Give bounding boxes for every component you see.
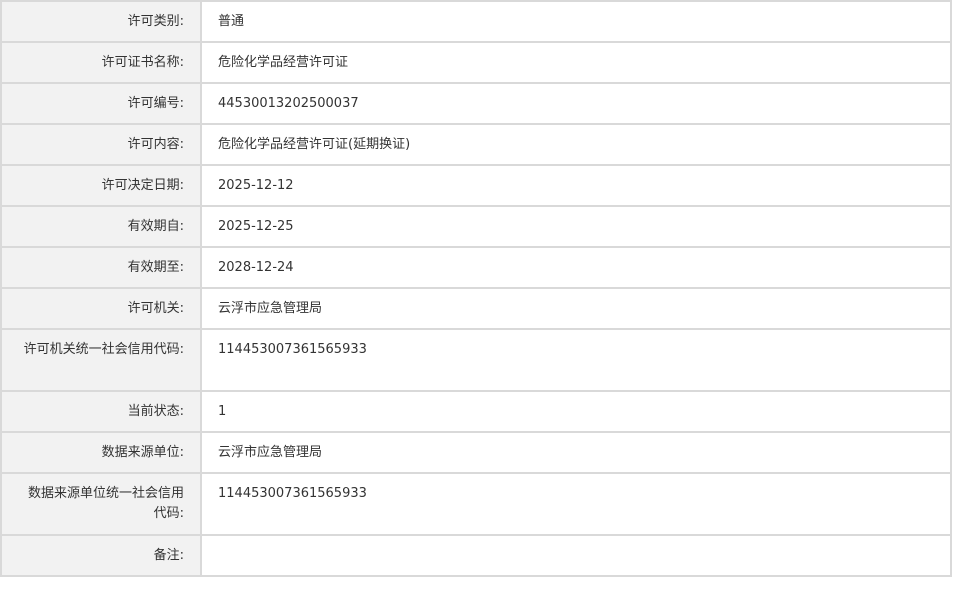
field-value: 2028-12-24	[200, 246, 952, 289]
field-value: 2025-12-25	[200, 205, 952, 248]
detail-row: 许可编号: 44530013202500037	[0, 82, 952, 125]
field-value: 114453007361565933	[200, 328, 952, 392]
field-value-text: 44530013202500037	[218, 96, 359, 111]
field-label-text: 许可证书名称:	[101, 55, 184, 70]
field-value-text: 114453007361565933	[218, 486, 367, 501]
field-value-text: 普通	[218, 14, 245, 29]
field-value: 2025-12-12	[200, 164, 952, 207]
field-label-text: 许可机关统一社会信用代码:	[23, 342, 184, 357]
field-value-text: 危险化学品经营许可证(延期换证)	[218, 137, 411, 152]
field-label: 备注:	[0, 534, 202, 577]
field-label-text: 数据来源单位:	[101, 445, 184, 460]
detail-row: 许可决定日期: 2025-12-12	[0, 164, 952, 207]
field-label: 许可编号:	[0, 82, 202, 125]
field-label: 许可证书名称:	[0, 41, 202, 84]
field-value-text	[218, 536, 934, 546]
detail-row: 许可证书名称: 危险化学品经营许可证	[0, 41, 952, 84]
detail-row: 备注:	[0, 534, 952, 577]
license-detail-table: 许可类别: 普通许可证书名称: 危险化学品经营许可证许可编号: 44530013202…	[0, 0, 952, 577]
field-label: 许可机关统一社会信用代码:	[0, 328, 202, 392]
field-value: 114453007361565933	[200, 472, 952, 536]
field-label-text: 有效期至:	[127, 260, 184, 275]
detail-row: 当前状态: 1	[0, 390, 952, 433]
field-label-text: 许可编号:	[127, 96, 184, 111]
detail-row: 许可机关统一社会信用代码: 114453007361565933	[0, 328, 952, 392]
field-value	[200, 534, 952, 577]
field-value: 1	[200, 390, 952, 433]
detail-row: 数据来源单位: 云浮市应急管理局	[0, 431, 952, 474]
field-label-text: 备注:	[153, 548, 184, 563]
field-label: 许可决定日期:	[0, 164, 202, 207]
detail-row: 许可类别: 普通	[0, 0, 952, 43]
field-value: 44530013202500037	[200, 82, 952, 125]
detail-row: 有效期至: 2028-12-24	[0, 246, 952, 289]
field-value: 云浮市应急管理局	[200, 287, 952, 330]
field-label: 数据来源单位统一社会信用代码:	[0, 472, 202, 536]
field-value: 普通	[200, 0, 952, 43]
field-label: 有效期自:	[0, 205, 202, 248]
field-value-text: 2025-12-25	[218, 219, 294, 234]
field-label-text: 许可机关:	[127, 301, 184, 316]
field-value-text: 云浮市应急管理局	[218, 301, 323, 316]
field-value-text: 云浮市应急管理局	[218, 445, 323, 460]
detail-row: 数据来源单位统一社会信用代码: 114453007361565933	[0, 472, 952, 536]
field-label: 许可机关:	[0, 287, 202, 330]
field-value-text: 114453007361565933	[218, 342, 367, 357]
field-value-text: 危险化学品经营许可证	[218, 55, 349, 70]
field-value: 危险化学品经营许可证	[200, 41, 952, 84]
field-value: 危险化学品经营许可证(延期换证)	[200, 123, 952, 166]
field-label: 许可类别:	[0, 0, 202, 43]
detail-row: 许可内容: 危险化学品经营许可证(延期换证)	[0, 123, 952, 166]
field-label-text: 有效期自:	[127, 219, 184, 234]
field-label: 许可内容:	[0, 123, 202, 166]
detail-row: 许可机关: 云浮市应急管理局	[0, 287, 952, 330]
field-label-text: 数据来源单位统一社会信用代码:	[27, 486, 184, 521]
field-value-text: 2028-12-24	[218, 260, 294, 275]
field-label: 有效期至:	[0, 246, 202, 289]
field-label-text: 许可内容:	[127, 137, 184, 152]
field-value-text: 2025-12-12	[218, 178, 294, 193]
detail-row: 有效期自: 2025-12-25	[0, 205, 952, 248]
field-value: 云浮市应急管理局	[200, 431, 952, 474]
field-label-text: 许可类别:	[127, 14, 184, 29]
field-label: 当前状态:	[0, 390, 202, 433]
field-label: 数据来源单位:	[0, 431, 202, 474]
field-value-text: 1	[218, 404, 227, 419]
field-label-text: 当前状态:	[127, 404, 184, 419]
field-label-text: 许可决定日期:	[101, 178, 184, 193]
